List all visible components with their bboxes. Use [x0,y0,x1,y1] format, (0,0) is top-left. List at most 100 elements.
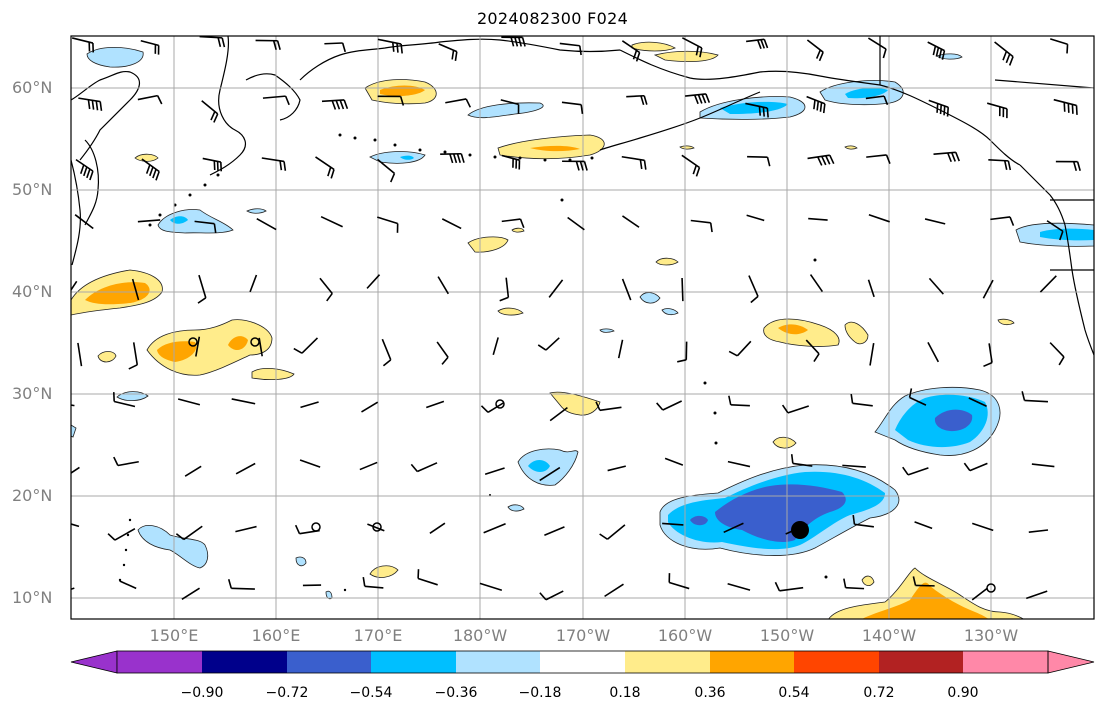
wind-barb [746,38,769,50]
wind-barb [366,274,381,289]
wind-barb [501,36,526,47]
wind-barb [77,342,83,367]
wind-barb [299,459,321,468]
wind-barb [723,522,744,534]
wind-barb [927,341,940,363]
lon-label-130w: 130°W [963,626,1019,645]
wind-barb [746,214,765,222]
calm-circle [311,522,321,532]
wind-barb [677,341,688,363]
anomaly-contours [71,41,1094,619]
wind-barb [261,157,287,171]
lat-label-10n: 10°N [12,588,53,607]
wind-barb [561,101,584,114]
wind-barb [537,337,560,351]
wind-barb [622,215,640,228]
wind-barb [324,42,347,53]
wind-barb [681,37,703,58]
colorbar-label: 0.90 [947,685,979,701]
wind-barb [501,218,525,229]
wind-barb [927,41,946,60]
lon-label-170w: 170°W [555,626,611,645]
wind-barb [933,151,960,163]
wind-barb [868,213,890,223]
wind-barb [842,464,866,468]
colorbar-label: 0.18 [609,685,641,701]
colorbar-swatch [117,651,202,673]
wind-barb [1049,342,1065,366]
wind-barb [71,523,80,528]
wind-barb [445,98,472,108]
coastlines [71,36,1094,356]
lon-label-160w: 160°W [657,626,713,645]
wind-barb [548,279,564,298]
wind-barb [440,152,465,164]
wind-barb [71,466,80,474]
wind-barb [112,392,136,408]
lat-label-40n: 40°N [12,282,53,301]
wind-barb [562,160,588,171]
colorbar-label: −0.72 [265,685,309,701]
wind-barb [865,95,889,106]
wind-barb [806,95,826,114]
wind-barb [258,337,263,357]
wind-barb [417,569,438,586]
colorbar-label: 0.36 [694,685,726,701]
lon-label-140w: 140°W [861,626,917,645]
wind-barb [483,523,506,534]
colorbar-swatch [710,651,794,673]
wind-barb [852,514,874,528]
wind-barb [807,154,835,166]
wind-barb [484,467,505,476]
wind-barb [928,277,944,295]
wind-barb [963,462,988,472]
wind-barb [1053,98,1078,115]
wind-barb [595,401,622,412]
wind-barb [137,219,161,223]
wind-barb [924,218,946,225]
wind-barb [626,94,648,106]
storm-center-marker [791,521,809,539]
wind-barb [681,154,701,177]
wind-barb [249,274,258,293]
colorbar-label: 0.72 [863,685,895,701]
wind-barb [71,280,78,292]
wind-barb [668,573,690,590]
lon-label-170e: 170°E [353,626,403,645]
wind-barb [377,38,403,54]
wind-barb [968,397,987,408]
calm-circle [372,522,382,532]
wind-barb [426,400,445,409]
lat-label-60n: 60°N [12,78,53,97]
colorbar-swatch [879,651,963,673]
wind-barb [727,460,751,468]
wind-barb [790,454,813,467]
wind-barb [867,279,875,298]
calm-circle [986,583,996,593]
wind-barb [539,590,564,601]
wind-barb [367,523,385,532]
wind-barb [850,393,873,407]
wind-barb [983,343,993,368]
wind-barb [227,579,255,590]
calm-circle [250,337,260,347]
wind-barb [359,461,378,471]
wind-barb [843,578,865,590]
lon-label-160e: 160°E [251,626,301,645]
colorbar-min-extension [70,650,118,674]
wind-barb [990,216,1015,226]
wind-barb [501,154,521,170]
wind-barb [621,40,641,62]
colorbar-swatch [963,651,1048,673]
lon-label-180w: 180°W [452,626,508,645]
wind-barb [994,41,1014,66]
wind-barb [194,220,217,234]
wind-barb [137,94,163,105]
colorbar-swatch [456,651,540,673]
wind-barb [728,340,752,357]
wind-barb [438,43,458,61]
colorbar-label: −0.36 [434,685,478,701]
wind-barb [71,37,95,53]
wind-barb [294,524,320,535]
